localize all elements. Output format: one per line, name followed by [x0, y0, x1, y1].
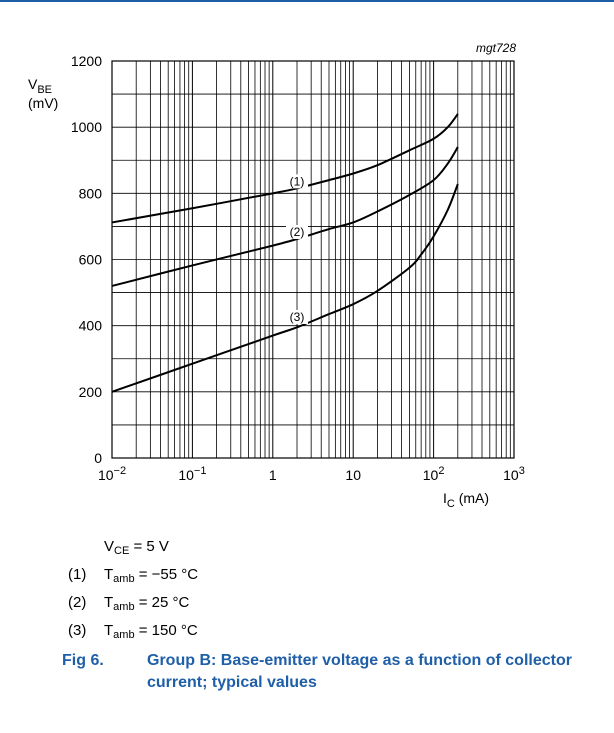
- y-tick-label: 800: [79, 185, 103, 201]
- y-axis-title: VBE: [28, 76, 52, 96]
- legend-item-3: (3) Tamb = 150 °C: [68, 619, 198, 647]
- condition-value: = 5 V: [129, 538, 169, 555]
- legend-number: (2): [68, 594, 87, 611]
- x-tick-label: 10: [345, 467, 361, 483]
- y-tick-label: 0: [94, 450, 102, 466]
- condition-note: VCE = 5 V: [68, 535, 198, 563]
- y-tick-label: 600: [79, 252, 103, 268]
- chart-notes: VCE = 5 V (1) Tamb = −55 °C (2) Tamb = 25 …: [68, 535, 198, 647]
- legend-value: = −55 °C: [134, 566, 199, 583]
- x-tick-label: 102: [423, 465, 445, 483]
- x-tick-label: 10−2: [98, 465, 126, 483]
- x-axis-title: IC (mA): [443, 490, 489, 510]
- y-tick-label: 200: [79, 384, 103, 400]
- condition-symbol: V: [104, 538, 115, 555]
- series-line-3: [111, 183, 459, 393]
- curve-layer: [111, 113, 459, 393]
- y-axis-unit: (mV): [28, 95, 58, 111]
- top-rule: [0, 0, 614, 2]
- series-label-bg: [286, 224, 309, 239]
- y-tick-label: 1000: [71, 119, 102, 135]
- condition-subscript: CE: [114, 545, 130, 557]
- label-layer: 0 200 400 600 800 1000 1200 10−2 10−1 1 10 102 103 (1…: [71, 53, 525, 483]
- series-line-2: [111, 146, 459, 287]
- x-tick-label: 10−1: [178, 465, 206, 483]
- legend-symbol: T: [104, 566, 114, 583]
- legend-value: = 150 °C: [134, 622, 198, 639]
- y-tick-label: 400: [79, 318, 103, 334]
- plot-frame: [111, 60, 515, 459]
- x-tick-label: 103: [503, 465, 525, 483]
- series-label-bg: [286, 174, 309, 189]
- legend-symbol: T: [104, 622, 114, 639]
- x-tick-label: 1: [269, 467, 277, 483]
- legend-subscript: amb: [113, 629, 135, 641]
- legend-symbol: T: [104, 594, 114, 611]
- series-label-1: (1): [290, 174, 305, 188]
- series-line-1: [111, 113, 459, 224]
- grid-layer: [111, 60, 515, 459]
- y-tick-label: 1200: [71, 53, 102, 69]
- legend-item-1: (1) Tamb = −55 °C: [68, 563, 198, 591]
- figure-id: mgt728: [476, 41, 516, 55]
- series-label-3: (3): [290, 310, 305, 324]
- legend-subscript: amb: [113, 601, 135, 613]
- figure-number: Fig 6.: [62, 652, 104, 669]
- chart: 0 200 400 600 800 1000 1200 10−2 10−1 1 10 102 103 (1…: [28, 41, 525, 510]
- figure-caption-text: Group B: Base-emitter voltage as a funct…: [147, 652, 572, 691]
- legend-value: = 25 °C: [134, 594, 190, 611]
- series-label-2: (2): [290, 225, 305, 239]
- legend-number: (3): [68, 622, 87, 639]
- legend-subscript: amb: [113, 573, 135, 585]
- series-label-bg: [286, 310, 309, 325]
- legend-item-2: (2) Tamb = 25 °C: [68, 591, 198, 619]
- legend-number: (1): [68, 566, 87, 583]
